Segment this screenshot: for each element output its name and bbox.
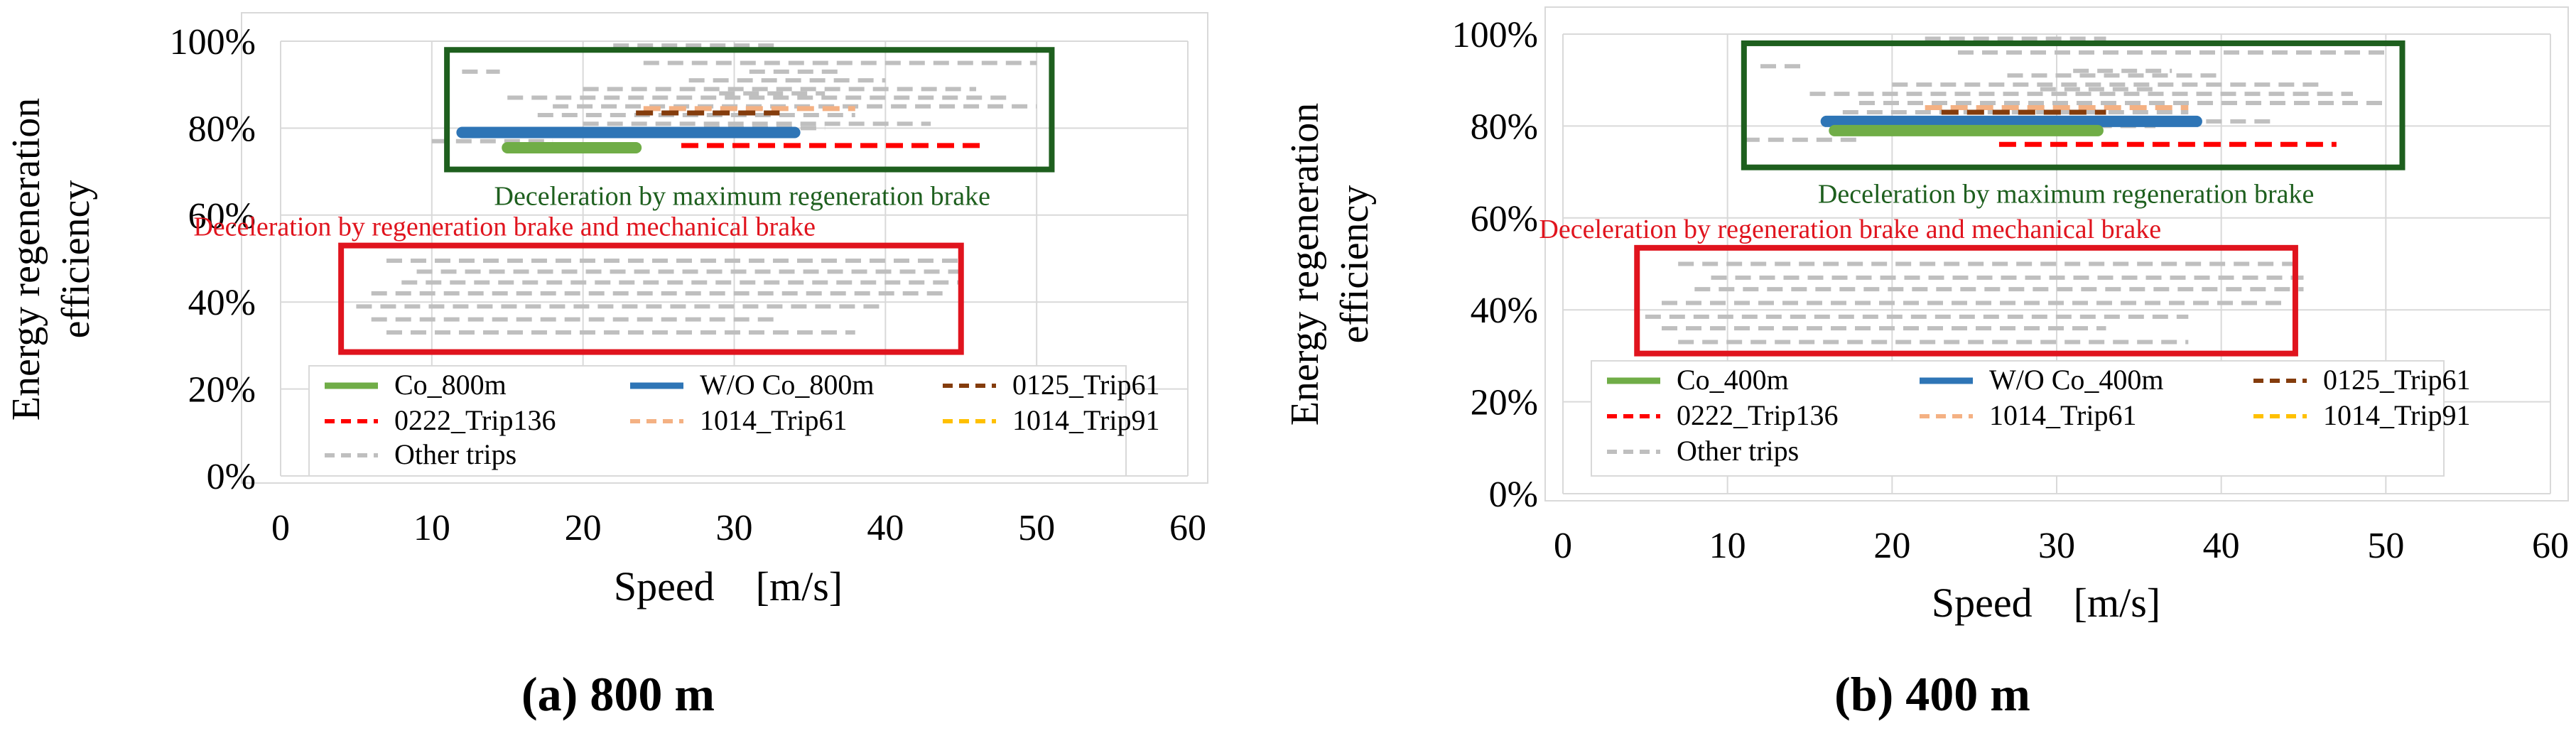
annotation-box-green (444, 47, 1055, 173)
legend-label: 0222_Trip136 (394, 404, 556, 436)
y-tick-label: 20% (188, 370, 256, 411)
annotation-label-red: Deceleration by regeneration brake and m… (1539, 215, 2161, 244)
x-tick-label: 10 (413, 508, 450, 548)
legend-label: Other trips (394, 438, 516, 470)
annotation-label-green: Deceleration by maximum regeneration bra… (494, 182, 990, 212)
x-tick-label: 0 (271, 508, 290, 548)
legend-label: 1014_Trip91 (2323, 399, 2470, 431)
x-axis-label: Speed [m/s] (1932, 580, 2160, 626)
x-tick-label: 50 (2367, 526, 2404, 566)
y-tick-label: 40% (1471, 291, 1538, 331)
annotation-box-green (1741, 40, 2405, 170)
y-axis-label-line-1: Energy regeneration (1283, 103, 1327, 426)
y-tick-label: 80% (1471, 107, 1538, 147)
legend-label: Co_800m (394, 369, 507, 401)
x-tick-label: 40 (867, 508, 904, 548)
legend-box (308, 365, 1127, 477)
legend-label: 0222_Trip136 (1677, 399, 1838, 431)
legend-label: Other trips (1677, 435, 1799, 467)
x-tick-label: 20 (1873, 526, 1910, 566)
y-axis-label-line-2: efficiency (54, 180, 98, 339)
y-tick-label: 60% (1471, 199, 1538, 239)
y-axis-label-line-2: efficiency (1333, 185, 1377, 344)
chart-panel: 0% 20% 40% 60% 80% 100% 0 10 20 30 40 50 60 Speed [m/… (4, 12, 1208, 609)
x-tick-label: 10 (1709, 526, 1746, 566)
annotation-label-green: Deceleration by maximum regeneration bra… (1818, 180, 2314, 210)
chart-panel: 0% 20% 40% 60% 80% 100% 0 10 20 30 40 50 60 Speed [m/… (1283, 6, 2569, 626)
annotation-box-red (1634, 244, 2298, 357)
y-axis-label-line-1: Energy regeneration (4, 98, 48, 421)
x-tick-label: 50 (1018, 508, 1055, 548)
y-tick-label: 60% (188, 196, 256, 237)
legend-label: 0125_Trip61 (2323, 364, 2470, 396)
annotation-label-red: Deceleration by regeneration brake and m… (193, 212, 816, 242)
y-tick-label: 0% (1489, 475, 1538, 515)
legend-label: 1014_Trip61 (700, 404, 847, 436)
x-tick-label: 30 (2038, 526, 2075, 566)
legend-box (1591, 360, 2445, 477)
y-tick-label: 20% (1471, 383, 1538, 423)
legend-label: W/O Co_400m (1989, 364, 2164, 396)
x-tick-label: 30 (716, 508, 753, 548)
y-tick-label: 100% (1452, 15, 1538, 55)
legend-label: Co_400m (1677, 364, 1789, 396)
legend-label: 1014_Trip61 (1989, 399, 2136, 431)
y-tick-label: 80% (188, 109, 256, 149)
y-tick-label: 40% (188, 283, 256, 323)
x-axis-label: Speed [m/s] (614, 563, 843, 609)
figure-caption: (a) 800 m (521, 667, 715, 721)
x-tick-label: 60 (2532, 526, 2569, 566)
annotation-box-red (338, 242, 964, 355)
y-tick-label: 0% (207, 457, 256, 497)
x-tick-label: 60 (1169, 508, 1206, 548)
legend-label: W/O Co_800m (700, 369, 875, 401)
legend-label: 0125_Trip61 (1012, 369, 1159, 401)
legend-label: 1014_Trip91 (1012, 404, 1159, 436)
x-tick-label: 20 (565, 508, 602, 548)
x-tick-label: 40 (2203, 526, 2240, 566)
x-tick-label: 0 (1554, 526, 1572, 566)
figure-caption: (b) 400 m (1834, 667, 2030, 721)
y-tick-label: 100% (170, 22, 256, 63)
